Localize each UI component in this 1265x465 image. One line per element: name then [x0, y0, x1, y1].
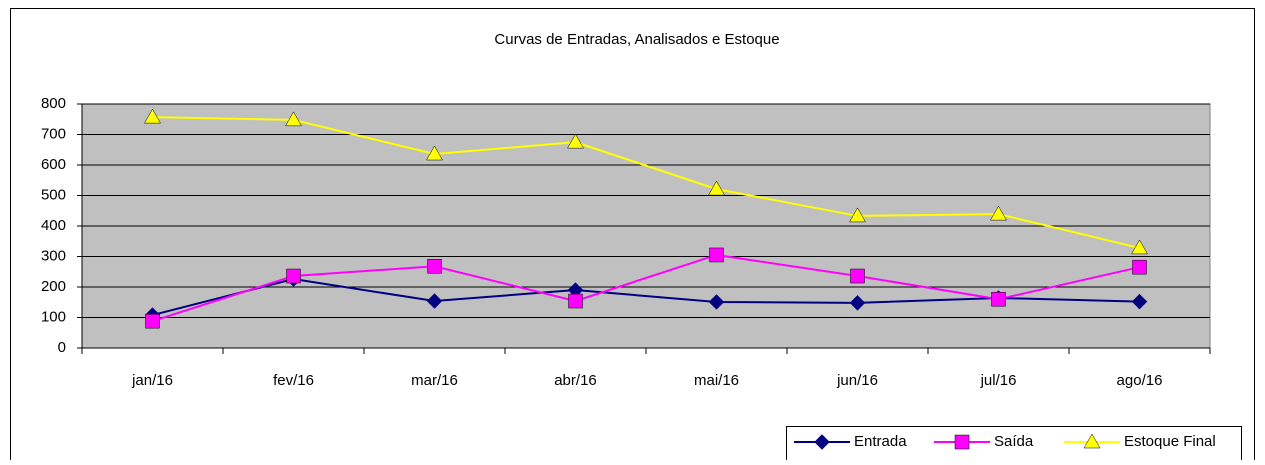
data-point — [145, 313, 160, 329]
series-line — [152, 253, 1140, 323]
y-tick-label: 200 — [41, 278, 66, 295]
x-tick-label: mar/16 — [411, 372, 458, 389]
y-tick-label: 800 — [41, 95, 66, 112]
x-tick-label: abr/16 — [554, 372, 597, 389]
data-point — [708, 180, 725, 196]
x-tick-label: ago/16 — [1117, 372, 1163, 389]
data-point — [286, 268, 301, 284]
legend-label: Entrada — [854, 433, 907, 450]
y-tick-label: 100 — [41, 308, 66, 325]
x-tick-label: jul/16 — [980, 372, 1017, 389]
data-point — [1132, 259, 1147, 275]
x-tick-label: jun/16 — [836, 372, 878, 389]
data-point — [1131, 239, 1148, 255]
chart-title: Curvas de Entradas, Analisados e Estoque — [494, 31, 779, 48]
data-point — [426, 145, 443, 161]
y-tick-label: 700 — [41, 125, 66, 142]
legend-marker — [1083, 433, 1101, 449]
y-tick-label: 600 — [41, 156, 66, 173]
data-point — [426, 293, 443, 309]
data-point — [427, 259, 442, 274]
data-point — [849, 207, 866, 223]
data-point — [849, 295, 866, 311]
legend-label: Saída — [994, 433, 1034, 450]
y-tick-label: 300 — [41, 247, 66, 264]
legend-label: Estoque Final — [1124, 433, 1216, 450]
legend-marker — [814, 434, 830, 450]
legend-marker — [954, 434, 970, 450]
data-point — [567, 133, 584, 149]
data-point — [850, 268, 865, 284]
series-line — [152, 116, 1140, 249]
data-point — [144, 108, 161, 124]
data-point — [991, 291, 1006, 307]
legend — [786, 426, 1242, 465]
x-tick-label: mai/16 — [694, 372, 739, 389]
series-line — [152, 278, 1140, 317]
data-point — [568, 293, 583, 309]
data-point — [1131, 293, 1148, 310]
y-tick-label: 0 — [58, 339, 66, 356]
y-tick-label: 400 — [41, 217, 66, 234]
data-point — [990, 205, 1007, 221]
x-tick-label: jan/16 — [131, 372, 173, 389]
data-point — [285, 111, 302, 127]
data-point — [708, 294, 725, 310]
x-tick-label: fev/16 — [273, 372, 314, 389]
data-point — [709, 247, 724, 263]
y-tick-label: 500 — [41, 186, 66, 203]
